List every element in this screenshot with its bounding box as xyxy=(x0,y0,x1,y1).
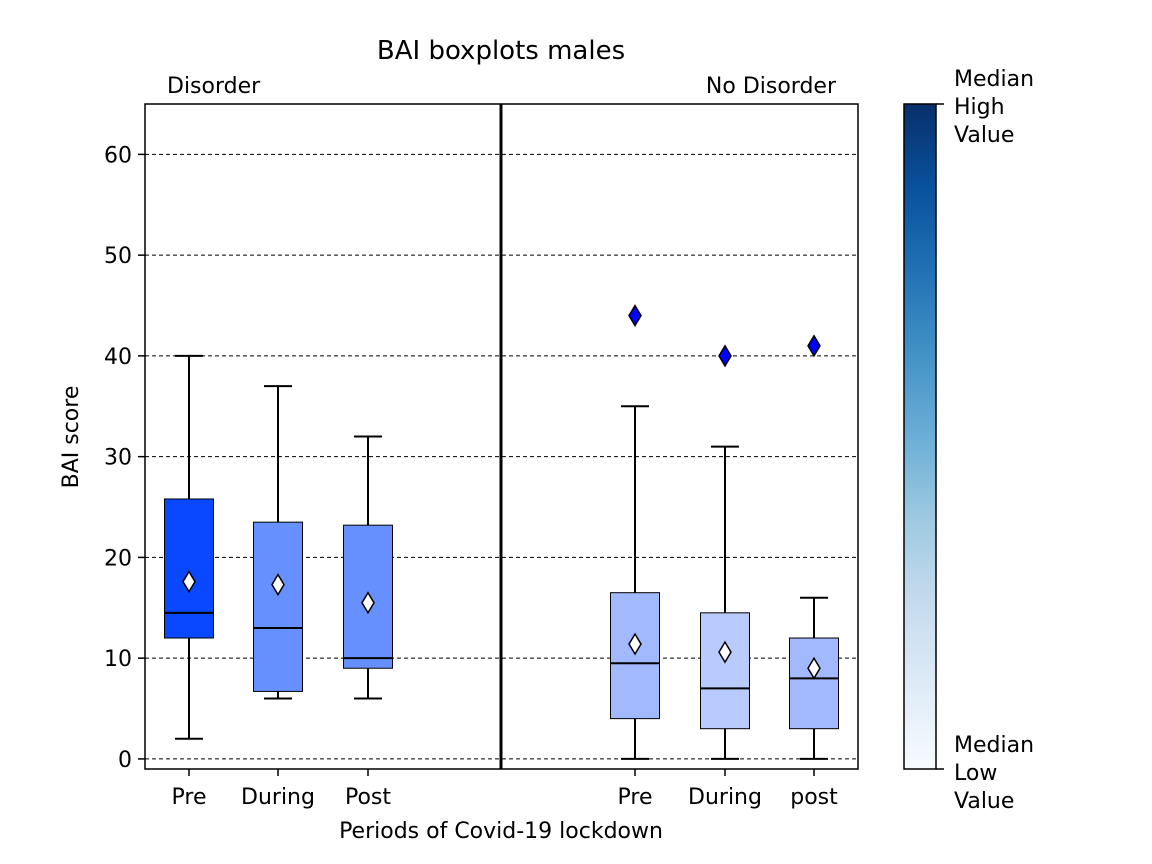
y-tick-label: 60 xyxy=(104,143,132,168)
x-tick-label: Post xyxy=(345,785,391,810)
outlier-marker xyxy=(628,304,642,328)
colorbar-high-line2: High xyxy=(954,95,1005,120)
colorbar: Median High Value Median Low Value xyxy=(903,67,1041,814)
mean-marker xyxy=(718,640,732,664)
outlier-marker xyxy=(807,334,821,358)
x-tick-label: post xyxy=(790,785,838,810)
x-axis-label: Periods of Covid-19 lockdown xyxy=(339,819,663,844)
colorbar-high-line1: Median xyxy=(954,67,1034,92)
y-tick-label: 20 xyxy=(104,546,132,571)
mean-marker xyxy=(361,591,375,615)
x-axis-ticks: Pre During Post Pre During post xyxy=(172,769,838,810)
colorbar-label-high: Median High Value xyxy=(954,67,1041,148)
x-tick-label: Pre xyxy=(618,785,653,810)
colorbar-label-low: Median Low Value xyxy=(954,733,1041,814)
box-series xyxy=(164,304,839,760)
x-tick-label: Pre xyxy=(172,785,207,810)
box-iqr xyxy=(253,521,303,692)
box-iqr xyxy=(610,592,660,720)
y-tick-label: 30 xyxy=(104,446,132,471)
box-iqr xyxy=(700,612,750,730)
mean-marker xyxy=(628,632,642,656)
mean-marker xyxy=(807,656,821,680)
y-axis-ticks: 0 10 20 30 40 50 60 xyxy=(104,143,145,773)
y-tick-label: 50 xyxy=(104,244,132,269)
mean-marker xyxy=(271,573,285,597)
group-label-no-disorder: No Disorder xyxy=(706,74,837,99)
colorbar-low-line1: Median xyxy=(954,733,1034,758)
x-tick-label: During xyxy=(241,785,315,810)
outlier-marker xyxy=(718,344,732,368)
colorbar-low-line3: Value xyxy=(954,789,1014,814)
y-tick-label: 0 xyxy=(118,748,132,773)
mean-marker xyxy=(182,570,196,594)
chart-title: BAI boxplots males xyxy=(377,36,625,66)
x-tick-label: During xyxy=(688,785,762,810)
group-label-disorder: Disorder xyxy=(167,74,261,99)
y-axis-label: BAI score xyxy=(59,386,84,489)
box-iqr xyxy=(789,637,839,730)
box-iqr xyxy=(164,498,214,639)
colorbar-gradient xyxy=(903,103,937,770)
colorbar-low-line2: Low xyxy=(954,761,997,786)
y-tick-label: 40 xyxy=(104,345,132,370)
colorbar-high-line3: Value xyxy=(954,123,1014,148)
y-tick-label: 10 xyxy=(104,647,132,672)
